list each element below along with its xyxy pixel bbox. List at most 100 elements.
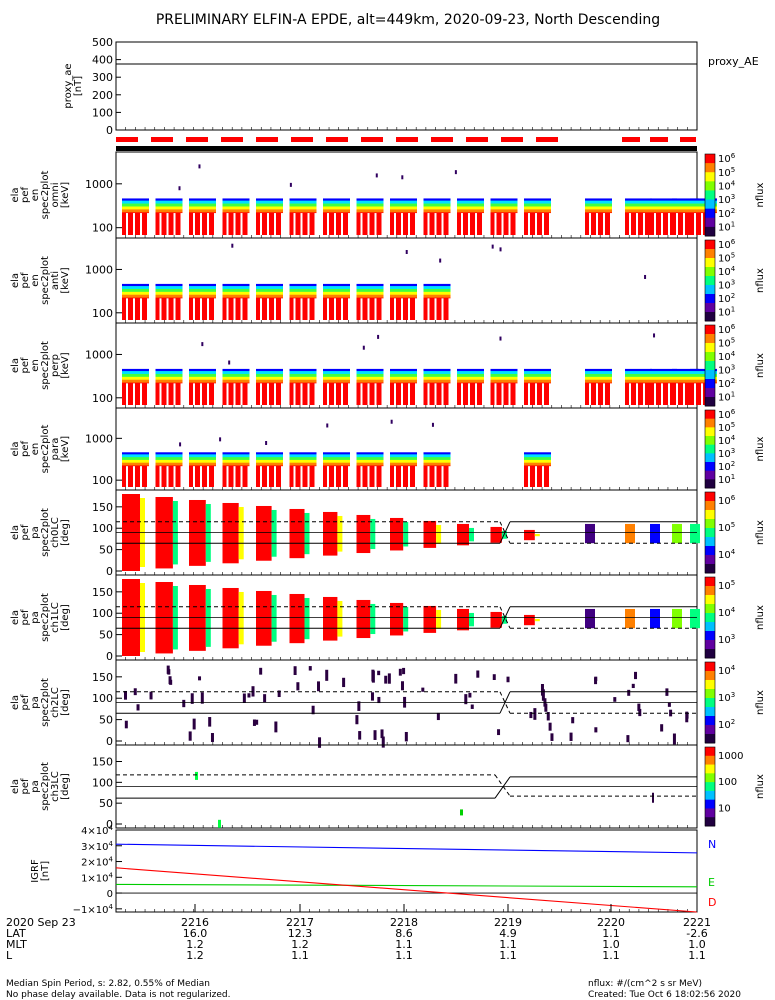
- spectrogram-gap: [482, 213, 484, 235]
- energy-colorbar-tick-label: 101: [718, 473, 735, 486]
- spectrogram-gap: [427, 298, 430, 320]
- y-axis-label-line: en: [30, 274, 41, 287]
- pitch-angle-speck: [506, 676, 510, 683]
- energy-colorbar-swatch: [705, 453, 715, 463]
- energy-colorbar-swatch: [705, 343, 715, 353]
- spectrogram-gap: [200, 466, 202, 487]
- spectrogram-gap: [327, 466, 329, 487]
- pitch-angle-colorbar-tick-label: 105: [718, 521, 735, 534]
- spectrogram-cell: [155, 297, 183, 320]
- spectrogram-gap: [549, 466, 551, 487]
- phase-flag-segment: [256, 137, 278, 142]
- spectrogram-gap: [549, 213, 551, 235]
- colorbar-label: nflux: [755, 268, 766, 293]
- pitch-angle-colorbar-label-group: nflux: [755, 605, 766, 630]
- spectrogram-gap: [542, 383, 544, 405]
- energy-colorbar-tick-label: 102: [718, 292, 735, 305]
- spectrogram-gap: [327, 298, 329, 320]
- spectrogram-gap: [240, 213, 243, 235]
- pitch-angle-colorbar-tick-label: 106: [718, 494, 736, 507]
- energy-colorbar-swatch: [705, 199, 715, 210]
- spectrogram-gap: [401, 213, 403, 235]
- x-tick-label-l: 1.1: [602, 949, 620, 962]
- y-tick-label: 0: [106, 650, 113, 663]
- y-axis-label-line: spec2plot: [40, 425, 51, 474]
- spectrogram-gap: [233, 213, 236, 235]
- spectrogram-cell: [289, 212, 317, 235]
- spectrogram-gap: [360, 298, 363, 320]
- y-tick-label: 2×104: [81, 856, 113, 869]
- spectrogram-gap: [683, 383, 685, 405]
- y-axis-label-line: spec2plot: [40, 171, 51, 220]
- colorbar-label: nflux: [755, 182, 766, 207]
- spectrogram-gap: [341, 466, 343, 487]
- phase-flag-segment: [501, 137, 523, 142]
- pitch-angle-speck: [263, 694, 267, 703]
- spectrogram-gap: [408, 466, 410, 487]
- spectrogram-gap: [307, 383, 310, 405]
- x-tick-label-lat: 4.9: [499, 927, 517, 940]
- spectrogram-cell: [189, 212, 216, 235]
- spectrogram-speck: [179, 442, 182, 447]
- pitch-angle-speck: [251, 686, 255, 697]
- y-axis-label-line: proxy_ae: [63, 63, 74, 108]
- spectrogram-gap: [214, 383, 216, 405]
- spectrogram-cell: [356, 297, 384, 320]
- pitch-angle-edge: [403, 606, 409, 632]
- spectrogram-gap: [427, 383, 430, 405]
- spectrogram-gap: [126, 298, 128, 320]
- spectrogram-gap: [293, 383, 296, 405]
- pitch-angle-cell: [356, 599, 371, 639]
- spectrogram-gap: [408, 383, 410, 405]
- energy-colorbar-label-group: nflux: [755, 436, 766, 461]
- spectrogram-cell: [222, 297, 250, 320]
- spectrogram-cell: [625, 382, 652, 405]
- spectrogram-gap: [441, 466, 444, 487]
- x-tick-label-l: 1.1: [499, 949, 517, 962]
- x-row-label: 2020 Sep 23: [6, 916, 76, 929]
- energy-colorbar-tick-label: 103: [718, 193, 735, 206]
- y-axis-label-line: omni: [50, 183, 61, 208]
- y-tick-label: 0: [106, 124, 113, 137]
- phase-flag-segment: [396, 137, 418, 142]
- spectrogram-gap: [542, 213, 544, 235]
- spectrogram-cell: [122, 212, 149, 235]
- energy-colorbar-swatch: [705, 462, 715, 472]
- y-axis-label-line: ch1LC: [50, 602, 61, 633]
- spectrogram-speck: [491, 244, 494, 249]
- pitch-angle-speck: [421, 687, 425, 692]
- spectrogram-cell: [423, 212, 451, 235]
- pitch-angle-edge: [370, 518, 376, 550]
- pitch-angle-speck: [652, 792, 654, 803]
- spectrogram-gap: [461, 383, 463, 405]
- energy-colorbar-swatch: [705, 154, 715, 164]
- igrf-panel-ylabel: IGRF [nT]: [30, 859, 51, 883]
- spectrogram-gap: [676, 213, 678, 235]
- spectrogram-gap: [636, 383, 638, 405]
- pitch-angle-colorbar-swatch: [705, 528, 715, 538]
- pitch-angle-colorbar-swatch: [705, 604, 715, 614]
- y-tick-label: 1×104: [81, 871, 113, 884]
- pitch-angle-colorbar-swatch: [705, 799, 715, 809]
- pitch-angle-speck: [660, 724, 664, 732]
- energy-colorbar-swatch: [705, 470, 715, 480]
- pitch-angle-cell: [650, 608, 660, 629]
- energy-colorbar-swatch: [705, 352, 715, 362]
- pitch-angle-speck: [370, 692, 374, 701]
- spectrogram-gap: [381, 298, 384, 320]
- x-tick-label-time: 2219: [494, 916, 522, 929]
- spectrogram-gap: [654, 383, 656, 405]
- spectrogram-gap: [180, 466, 183, 487]
- x-tick-label-mlt: 1.0: [688, 938, 706, 951]
- pitch-angle-cell: [457, 523, 469, 546]
- spectrogram-speck: [198, 164, 201, 169]
- pitch-angle-edge: [337, 515, 343, 552]
- pitch-angle-edge: [403, 521, 409, 547]
- pitch-angle-cell: [490, 526, 502, 543]
- spectrogram-gap: [281, 466, 283, 487]
- y-axis-label-line: spec2plot: [40, 256, 51, 305]
- spectrogram-gap: [200, 213, 202, 235]
- spectrogram-cell: [222, 212, 250, 235]
- spectrogram-gap: [408, 213, 410, 235]
